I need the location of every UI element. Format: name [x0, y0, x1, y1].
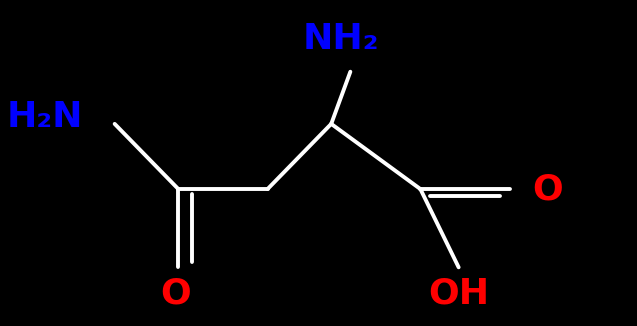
Text: H₂N: H₂N: [6, 100, 83, 134]
Text: O: O: [160, 276, 190, 310]
Text: NH₂: NH₂: [303, 22, 379, 56]
Text: OH: OH: [428, 276, 489, 310]
Text: O: O: [533, 172, 563, 206]
